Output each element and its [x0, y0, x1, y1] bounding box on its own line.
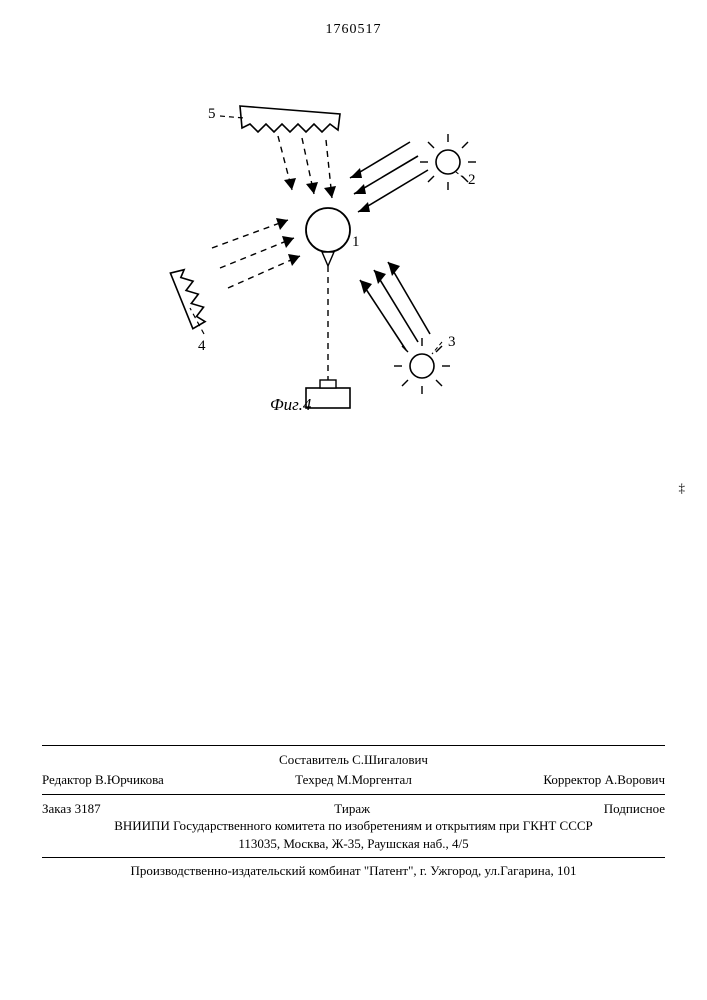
- label-2: 2: [468, 172, 476, 188]
- label-4: 4: [198, 338, 206, 354]
- press-line: Производственно-издательский комбинат "П…: [42, 862, 665, 880]
- sign-label: Подписное: [604, 801, 665, 817]
- figure-caption: Фиг.4: [270, 395, 311, 415]
- label-5: 5: [208, 106, 216, 122]
- page-number: 1760517: [326, 22, 382, 38]
- vniipi-line2: 113035, Москва, Ж-35, Раушская наб., 4/5: [42, 835, 665, 853]
- footer-block: Составитель С.Шигалович Редактор В.Юрчик…: [42, 741, 665, 880]
- figure-4: 1 2 3 4 5: [120, 70, 480, 430]
- editor-name: В.Юрчикова: [95, 772, 164, 787]
- compiler-name: С.Шигалович: [352, 752, 428, 767]
- label-3: 3: [448, 334, 456, 350]
- label-1: 1: [352, 234, 360, 250]
- rays-4: [212, 218, 300, 288]
- rays-2: [350, 142, 428, 212]
- order-num: 3187: [75, 801, 101, 816]
- side-mark: ‡: [679, 480, 686, 496]
- vniipi-line1: ВНИИПИ Государственного комитета по изоб…: [42, 817, 665, 835]
- reflector-5-icon: [240, 106, 340, 132]
- techred-label: Техред: [295, 772, 333, 787]
- order-label: Заказ: [42, 801, 71, 816]
- techred-name: М.Моргентал: [337, 772, 412, 787]
- sun-3-icon: [394, 338, 450, 394]
- corrector-label: Корректор: [543, 772, 601, 787]
- rays-3: [360, 262, 430, 350]
- reflector-4-icon: [170, 266, 209, 328]
- rays-5: [278, 136, 336, 198]
- figure-svg: 1 2 3 4 5: [120, 70, 480, 430]
- tirazh-label: Тираж: [334, 801, 370, 817]
- corrector-name: А.Ворович: [605, 772, 665, 787]
- compiler-label: Составитель: [279, 752, 349, 767]
- editor-label: Редактор: [42, 772, 92, 787]
